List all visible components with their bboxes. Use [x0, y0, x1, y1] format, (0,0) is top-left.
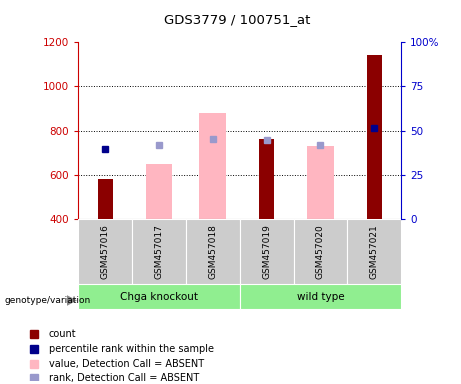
- Bar: [347, 219, 401, 284]
- Bar: [199, 113, 226, 219]
- Bar: [78, 219, 132, 284]
- Polygon shape: [67, 295, 77, 306]
- Text: wild type: wild type: [296, 291, 344, 302]
- Text: rank, Detection Call = ABSENT: rank, Detection Call = ABSENT: [49, 374, 199, 384]
- Bar: [240, 284, 401, 309]
- Bar: [307, 146, 334, 219]
- Bar: [259, 139, 274, 219]
- Text: GSM457020: GSM457020: [316, 224, 325, 279]
- Text: GSM457018: GSM457018: [208, 224, 217, 279]
- Bar: [294, 219, 347, 284]
- Text: GSM457019: GSM457019: [262, 224, 271, 279]
- Text: value, Detection Call = ABSENT: value, Detection Call = ABSENT: [49, 359, 204, 369]
- Bar: [132, 219, 186, 284]
- Text: GSM457017: GSM457017: [154, 224, 164, 279]
- Text: genotype/variation: genotype/variation: [5, 296, 91, 305]
- Text: GDS3779 / 100751_at: GDS3779 / 100751_at: [164, 13, 311, 26]
- Text: Chga knockout: Chga knockout: [120, 291, 198, 302]
- Bar: [366, 56, 382, 219]
- Text: percentile rank within the sample: percentile rank within the sample: [49, 344, 214, 354]
- Bar: [146, 164, 172, 219]
- Bar: [78, 284, 240, 309]
- Text: count: count: [49, 329, 77, 339]
- Bar: [240, 219, 294, 284]
- Text: GSM457016: GSM457016: [101, 224, 110, 279]
- Bar: [186, 219, 240, 284]
- Bar: [98, 179, 113, 219]
- Text: GSM457021: GSM457021: [370, 224, 378, 279]
